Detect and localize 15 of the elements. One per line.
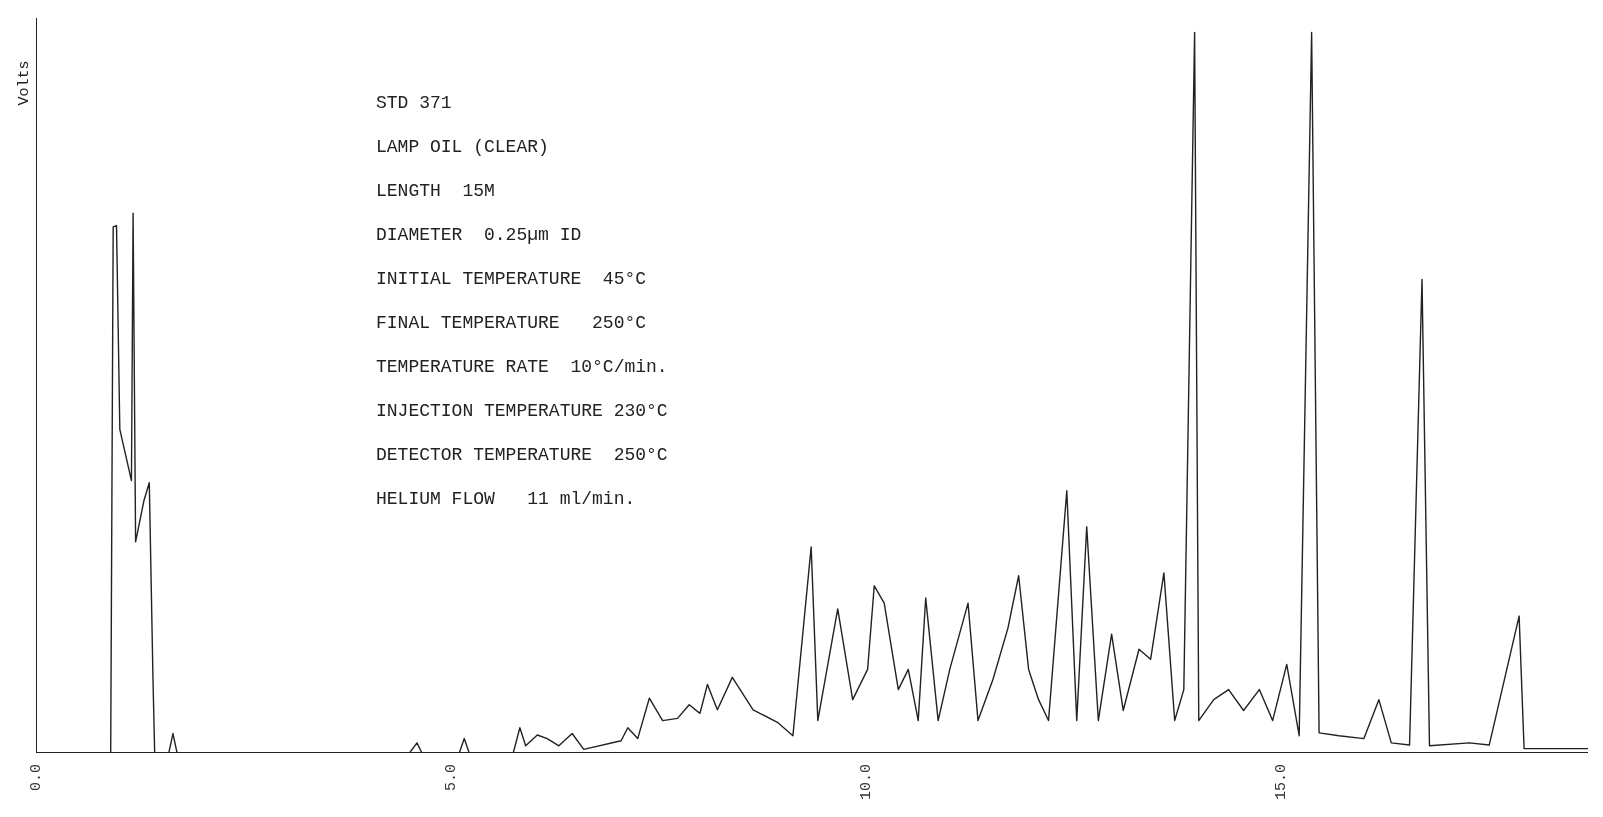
annotation: LAMP OIL (CLEAR) <box>376 136 549 157</box>
y-axis-title: Volts <box>15 60 33 106</box>
annotation: HELIUM FLOW 11 ml/min. <box>376 488 636 509</box>
annotation: STD 371 <box>376 92 452 113</box>
annotation: FINAL TEMPERATURE 250°C <box>376 312 647 333</box>
x-tick-label: 10.0 <box>857 763 875 801</box>
annotation: TEMPERATURE RATE 10°C/min. <box>376 356 668 377</box>
x-tick-label: 0.0 <box>27 763 45 792</box>
x-tick-label: 5.0 <box>442 763 460 792</box>
annotation: LENGTH 15M <box>376 180 495 201</box>
annotation: DIAMETER 0.25µm ID <box>376 224 582 245</box>
annotation: DETECTOR TEMPERATURE 250°C <box>376 444 668 465</box>
annotation: INJECTION TEMPERATURE 230°C <box>376 400 668 421</box>
annotation: INITIAL TEMPERATURE 45°C <box>376 268 647 289</box>
x-tick-label: 15.0 <box>1272 763 1290 801</box>
